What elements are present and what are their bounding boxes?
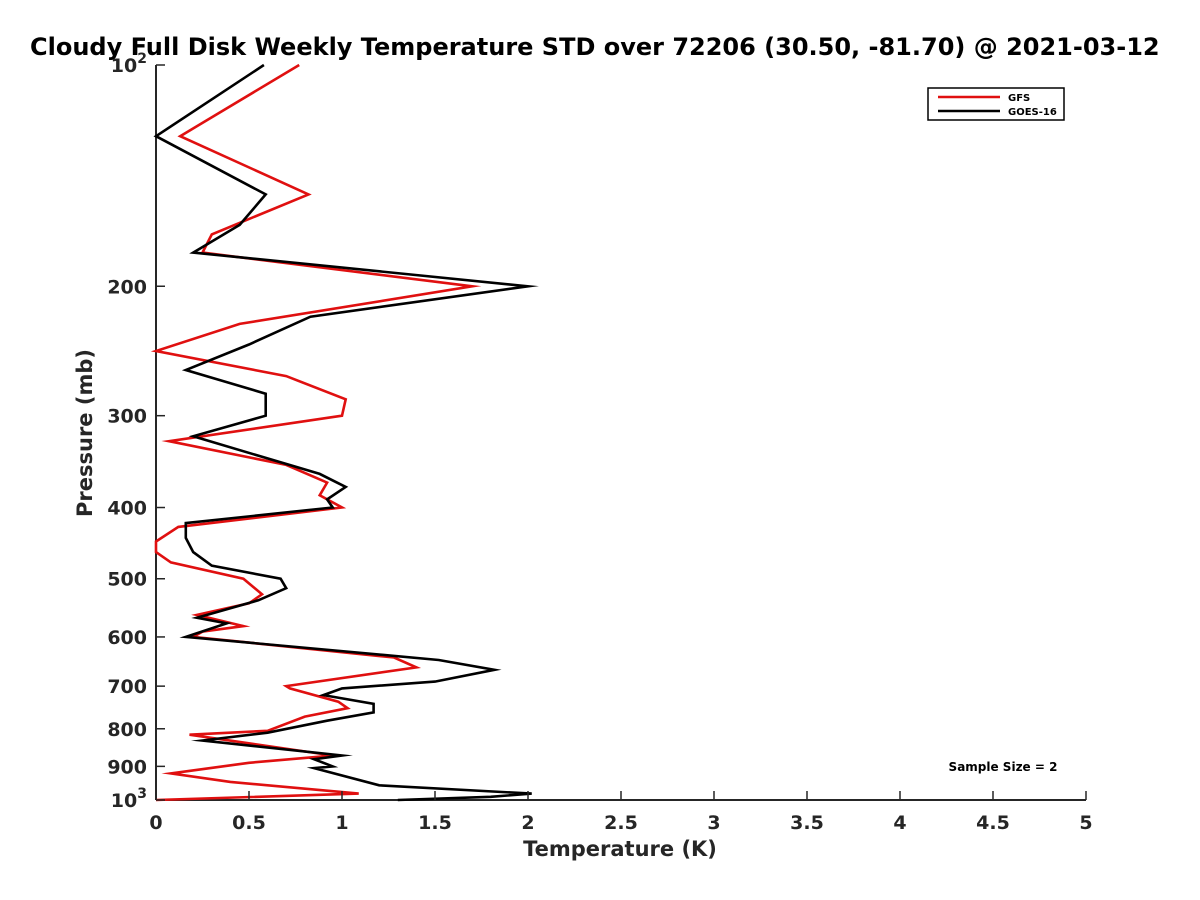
sample-size-annotation: Sample Size = 2 xyxy=(949,760,1058,774)
plot-area xyxy=(150,63,1086,802)
x-axis-label: Temperature (K) xyxy=(523,837,717,861)
y-axis-label: Pressure (mb) xyxy=(73,349,97,517)
legend-label-goes16: GOES-16 xyxy=(1008,107,1057,118)
x-tick-label: 0.5 xyxy=(232,812,266,834)
y-tick-label: 600 xyxy=(107,627,147,649)
x-tick-label: 1.5 xyxy=(418,812,452,834)
y-tick-label: 900 xyxy=(107,756,147,778)
y-ticks: 102 200 300 400 500 600 700 800 900 103 xyxy=(107,51,165,812)
series-layer xyxy=(150,63,539,802)
y-tick-label: 400 xyxy=(107,498,147,520)
x-tick-label: 5 xyxy=(1079,812,1092,834)
y-tick-label: 103 xyxy=(111,786,147,812)
x-tick-label: 1 xyxy=(335,812,348,834)
series-line-gfs xyxy=(150,63,482,802)
y-tick-label: 800 xyxy=(107,719,147,741)
y-tick-label: 200 xyxy=(107,276,147,298)
x-tick-label: 3.5 xyxy=(790,812,824,834)
legend-box xyxy=(927,87,1065,121)
y-tick-label: 500 xyxy=(107,569,147,591)
x-ticks: 0 0.5 1 1.5 2 2.5 3 3.5 4 4.5 5 xyxy=(149,791,1093,834)
x-tick-label: 2.5 xyxy=(604,812,638,834)
y-tick-label: 700 xyxy=(107,676,147,698)
y-tick-label: 102 xyxy=(111,51,147,77)
x-tick-label: 0 xyxy=(149,812,162,834)
x-tick-label: 2 xyxy=(521,812,534,834)
series-line-goes-16 xyxy=(153,63,539,802)
x-tick-label: 4 xyxy=(893,812,906,834)
y-tick-label: 300 xyxy=(107,406,147,428)
x-tick-label: 4.5 xyxy=(976,812,1010,834)
legend: GFS GOES-16 xyxy=(927,87,1065,121)
chart-title: Cloudy Full Disk Weekly Temperature STD … xyxy=(30,33,1160,61)
legend-label-gfs: GFS xyxy=(1008,93,1030,104)
x-tick-label: 3 xyxy=(707,812,720,834)
